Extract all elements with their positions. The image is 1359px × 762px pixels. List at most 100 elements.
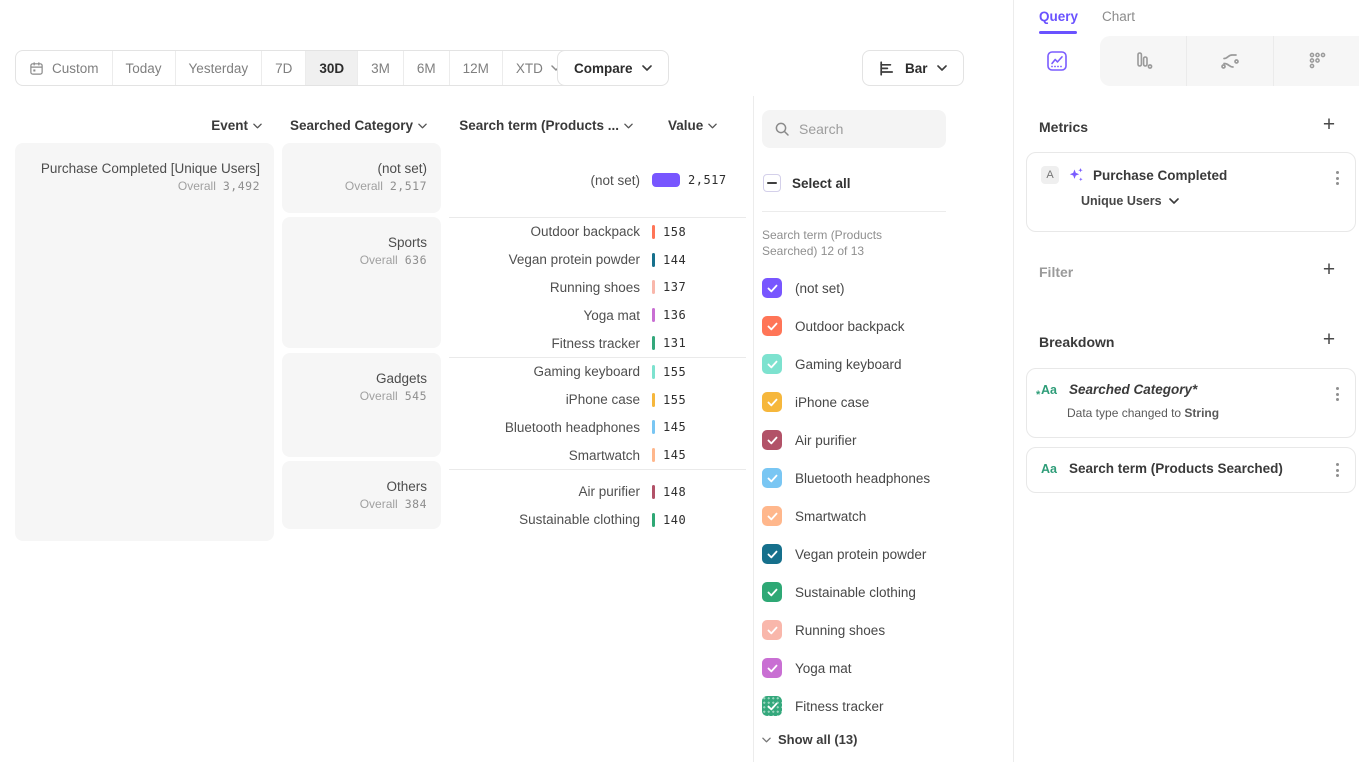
breakdown-card[interactable]: Aa * Searched Category* Data type changed… bbox=[1026, 368, 1356, 438]
date-range-7d[interactable]: 7D bbox=[261, 51, 305, 85]
date-range-yesterday[interactable]: Yesterday bbox=[174, 51, 262, 85]
legend-checkbox[interactable] bbox=[762, 544, 782, 564]
term-value: 137 bbox=[663, 280, 687, 295]
term-row[interactable]: Fitness tracker 131 bbox=[449, 329, 746, 357]
add-breakdown-button[interactable]: + bbox=[1322, 327, 1336, 351]
report-tab-flows[interactable] bbox=[1186, 36, 1273, 86]
term-row[interactable]: Outdoor backpack 158 bbox=[449, 218, 746, 246]
column-header-value[interactable]: Value bbox=[668, 117, 738, 134]
legend-checkbox[interactable] bbox=[762, 582, 782, 602]
legend-checkbox[interactable] bbox=[762, 354, 782, 374]
term-row[interactable]: Smartwatch 145 bbox=[449, 441, 746, 469]
category-cell[interactable]: Gadgets Overall 545 bbox=[282, 353, 441, 457]
show-all-label: Show all (13) bbox=[778, 732, 858, 747]
date-range-today[interactable]: Today bbox=[111, 51, 175, 85]
column-header-searched-category[interactable]: Searched Category bbox=[282, 117, 427, 134]
tab-query[interactable]: Query bbox=[1039, 9, 1079, 24]
add-filter-button[interactable]: + bbox=[1322, 257, 1336, 281]
term-row[interactable]: Vegan protein powder 144 bbox=[449, 246, 746, 274]
column-header-event[interactable]: Event bbox=[15, 117, 262, 134]
date-range-6m[interactable]: 6M bbox=[402, 51, 449, 85]
checkmark-icon bbox=[767, 360, 777, 368]
options-menu[interactable] bbox=[1333, 460, 1342, 480]
legend-search[interactable] bbox=[762, 110, 946, 148]
legend-checkbox[interactable] bbox=[762, 430, 782, 450]
options-menu[interactable] bbox=[1333, 384, 1342, 404]
category-cell[interactable]: Sports Overall 636 bbox=[282, 217, 441, 348]
legend-checkbox[interactable] bbox=[762, 278, 782, 298]
legend-checkbox[interactable] bbox=[762, 392, 782, 412]
event-cell[interactable]: Purchase Completed [Unique Users] Overal… bbox=[15, 143, 274, 541]
legend-checkbox[interactable] bbox=[762, 696, 782, 716]
legend-item[interactable]: (not set) bbox=[762, 269, 1002, 307]
legend-item[interactable]: Air purifier bbox=[762, 421, 1002, 459]
breakdown-card[interactable]: Aa Search term (Products Searched) bbox=[1026, 447, 1356, 493]
chart-type-button[interactable]: Bar bbox=[862, 50, 964, 86]
legend-item[interactable]: Smartwatch bbox=[762, 497, 1002, 535]
overall-label: Overall bbox=[359, 253, 398, 267]
term-row[interactable]: Yoga mat 136 bbox=[449, 301, 746, 329]
overall-value: 384 bbox=[404, 497, 427, 511]
checkmark-icon bbox=[767, 284, 777, 292]
line-chart-icon bbox=[1047, 51, 1067, 71]
legend-checkbox[interactable] bbox=[762, 316, 782, 336]
legend-item-label: Smartwatch bbox=[795, 508, 867, 524]
date-range-30d[interactable]: 30D bbox=[305, 51, 358, 85]
term-row[interactable]: Gaming keyboard 155 bbox=[449, 358, 746, 386]
date-range-custom[interactable]: Custom bbox=[16, 51, 112, 85]
report-tab-insights[interactable] bbox=[1014, 36, 1100, 86]
value-bar bbox=[652, 364, 655, 379]
legend-item[interactable]: Bluetooth headphones bbox=[762, 459, 1002, 497]
overall-value: 636 bbox=[404, 253, 427, 267]
value-bar bbox=[652, 512, 655, 527]
metric-options-menu[interactable] bbox=[1333, 168, 1342, 188]
show-all-button[interactable]: Show all (13) bbox=[762, 732, 857, 747]
select-all-row[interactable]: Select all bbox=[763, 174, 851, 192]
date-range-label: 12M bbox=[462, 60, 489, 76]
legend-item[interactable]: Sustainable clothing bbox=[762, 573, 1002, 611]
legend-divider-line bbox=[762, 211, 946, 212]
term-row[interactable]: Air purifier 148 bbox=[449, 478, 746, 506]
legend-item[interactable]: iPhone case bbox=[762, 383, 1002, 421]
legend-item[interactable]: Fitness tracker bbox=[762, 687, 1002, 725]
term-row[interactable]: Running shoes 137 bbox=[449, 274, 746, 302]
report-tab-funnels[interactable] bbox=[1100, 36, 1186, 86]
measurement-dropdown[interactable]: Unique Users bbox=[1081, 194, 1341, 208]
value-bar bbox=[652, 448, 655, 463]
term-row[interactable]: Sustainable clothing 140 bbox=[449, 506, 746, 534]
dot-grid-icon bbox=[1309, 52, 1326, 69]
legend-checkbox[interactable] bbox=[762, 468, 782, 488]
term-row[interactable]: iPhone case 155 bbox=[449, 386, 746, 414]
legend-checkbox[interactable] bbox=[762, 506, 782, 526]
legend-item[interactable]: Vegan protein powder bbox=[762, 535, 1002, 573]
date-range-3m[interactable]: 3M bbox=[357, 51, 403, 85]
add-metric-button[interactable]: + bbox=[1322, 112, 1336, 136]
checkmark-icon bbox=[767, 664, 777, 672]
category-cell[interactable]: (not set) Overall 2,517 bbox=[282, 143, 441, 213]
chevron-down-icon bbox=[936, 65, 947, 71]
legend-item[interactable]: Running shoes bbox=[762, 611, 1002, 649]
term-value: 144 bbox=[663, 252, 687, 267]
column-header-search-term[interactable]: Search term (Products ... bbox=[449, 117, 633, 134]
legend-item[interactable]: Yoga mat bbox=[762, 649, 1002, 687]
select-all-checkbox[interactable] bbox=[763, 174, 781, 192]
overall-label: Overall bbox=[344, 179, 383, 193]
legend-checkbox[interactable] bbox=[762, 620, 782, 640]
report-tab-retention[interactable] bbox=[1273, 36, 1359, 86]
legend-item-label: Fitness tracker bbox=[795, 698, 884, 714]
term-value: 140 bbox=[663, 512, 687, 527]
category-cell[interactable]: Others Overall 384 bbox=[282, 461, 441, 529]
category-column: (not set) Overall 2,517 Sports Overall 63… bbox=[282, 143, 441, 529]
legend-item[interactable]: Gaming keyboard bbox=[762, 345, 1002, 383]
tab-chart[interactable]: Chart bbox=[1102, 9, 1136, 24]
term-value: 2,517 bbox=[688, 173, 727, 187]
legend-search-input[interactable] bbox=[799, 121, 929, 137]
term-value: 145 bbox=[663, 420, 687, 435]
metric-card[interactable]: A Purchase Completed Unique Users bbox=[1026, 152, 1356, 232]
legend-checkbox[interactable] bbox=[762, 658, 782, 678]
term-row[interactable]: Bluetooth headphones 145 bbox=[449, 414, 746, 442]
term-row[interactable]: (not set) 2,517 bbox=[449, 166, 746, 194]
compare-button[interactable]: Compare bbox=[557, 50, 669, 86]
date-range-12m[interactable]: 12M bbox=[448, 51, 502, 85]
legend-item[interactable]: Outdoor backpack bbox=[762, 307, 1002, 345]
